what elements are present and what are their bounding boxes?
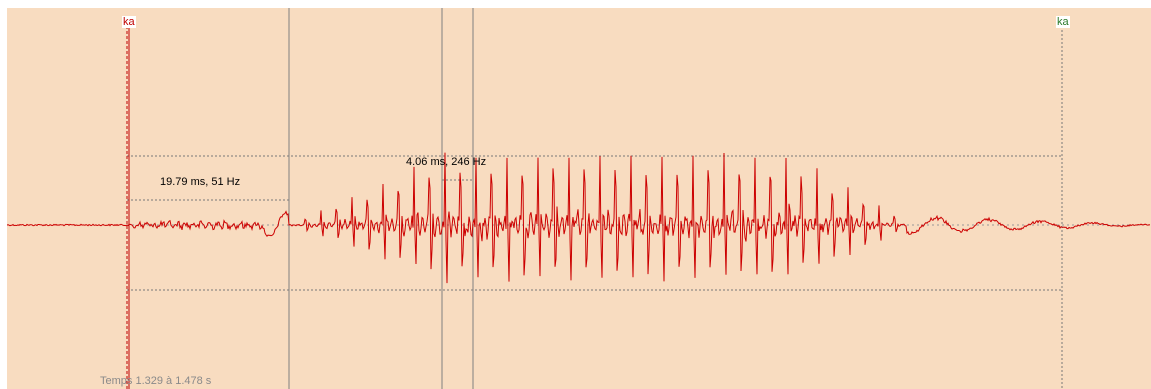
short-period-measurement: 4.06 ms, 246 Hz bbox=[406, 156, 487, 168]
waveform-trace bbox=[7, 152, 1151, 284]
waveform-panel[interactable]: ka ka 19.79 ms, 51 Hz 4.06 ms, 246 Hz Te… bbox=[7, 8, 1151, 389]
time-range-readout: Temps 1.329 à 1.478 s bbox=[100, 375, 212, 387]
end-marker-label[interactable]: ka bbox=[1056, 16, 1070, 28]
long-period-measurement: 19.79 ms, 51 Hz bbox=[160, 176, 241, 188]
waveform-canvas[interactable] bbox=[7, 8, 1151, 389]
start-marker-label[interactable]: ka bbox=[122, 16, 136, 28]
